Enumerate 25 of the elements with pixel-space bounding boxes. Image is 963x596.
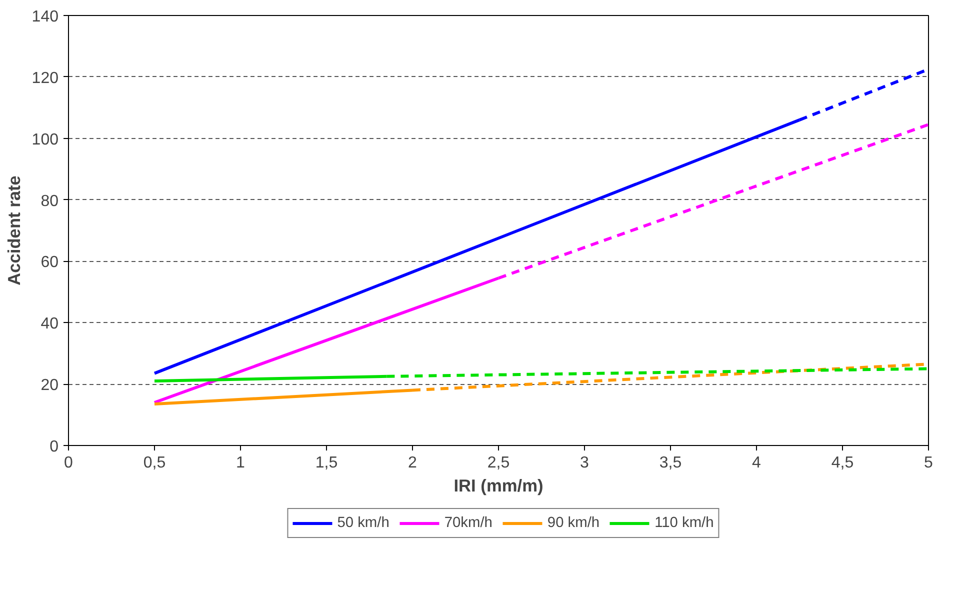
y-tick-label: 80	[40, 192, 59, 210]
x-tick-label: 4,5	[831, 454, 854, 472]
x-tick-label: 2	[408, 454, 418, 472]
x-tick-label: 1,5	[315, 454, 338, 472]
x-axis-title: IRI (mm/m)	[454, 476, 544, 496]
x-tick-label: 4	[752, 454, 762, 472]
x-tick-label: 0,5	[143, 454, 166, 472]
legend-label: 110 km/h	[654, 515, 714, 531]
y-tick-label: 0	[50, 438, 59, 456]
y-tick-label: 40	[40, 316, 59, 333]
y-tick-label: 140	[32, 8, 59, 26]
x-tick-label: 2,5	[487, 454, 510, 472]
x-tick-label: 0	[64, 454, 74, 472]
x-tick-label: 3	[580, 454, 590, 472]
legend-label: 90 km/h	[547, 515, 600, 531]
y-axis-title: Accident rate	[4, 175, 24, 286]
x-tick-label: 3,5	[659, 454, 682, 472]
y-tick-label: 60	[40, 254, 59, 272]
y-tick-label: 20	[40, 377, 59, 394]
legend-label: 70km/h	[444, 515, 492, 531]
y-tick-label: 120	[32, 70, 59, 87]
y-tick-label: 100	[32, 131, 59, 148]
legend-label: 50 km/h	[337, 515, 390, 531]
x-tick-label: 5	[924, 454, 934, 472]
x-tick-label: 1	[236, 454, 246, 472]
